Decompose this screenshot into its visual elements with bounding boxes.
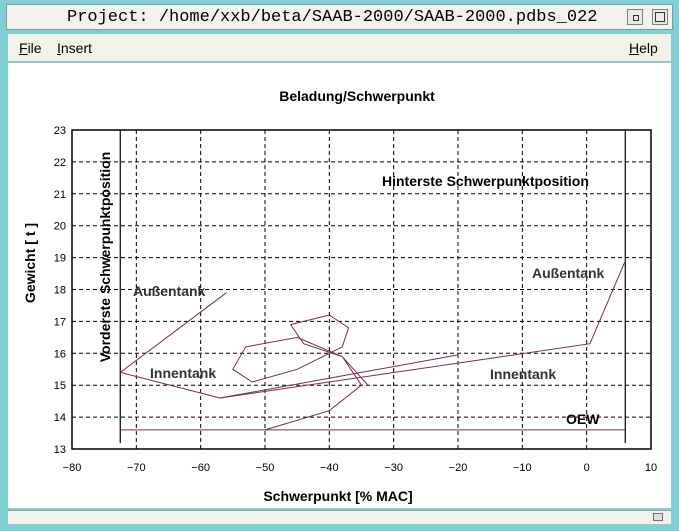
x-tick-label: −50 (256, 462, 275, 474)
x-tick-label: 10 (645, 462, 657, 474)
series-line-3 (219, 354, 459, 399)
y-tick-label: 19 (54, 253, 66, 265)
chart-panel: Beladung/Schwerpunkt −80 −70 −60 −50 −40 −30−… (8, 63, 671, 508)
window-title: Project: /home/xxb/beta/SAAB-2000/SAAB-2… (67, 8, 598, 27)
annotation-aussentank-left: Außentank (133, 283, 206, 299)
y-axis-label: Gewicht [ t ] (22, 223, 38, 303)
x-tick-label: 0 (584, 462, 590, 474)
chart-title: Beladung/Schwerpunkt (279, 88, 435, 104)
y-tick-label: 21 (54, 189, 66, 201)
series-line-4 (232, 314, 369, 431)
y-tick-label: 15 (54, 380, 66, 392)
cg-limit-lines (119, 130, 626, 443)
x-tick-label: −70 (127, 462, 146, 474)
y-tick-label: 13 (54, 444, 66, 456)
minimize-icon (633, 15, 639, 21)
resize-handle[interactable] (653, 513, 663, 521)
x-tick-label: −20 (449, 462, 468, 474)
menu-insert[interactable]: Insert (57, 40, 93, 56)
chart-series (119, 260, 626, 431)
annotation-aussentank-right: Außentank (532, 265, 605, 281)
menu-bar: File Insert Help (8, 34, 671, 62)
series-line-1 (120, 260, 626, 399)
x-tick-label: −10 (513, 462, 532, 474)
x-tick-label: −60 (191, 462, 210, 474)
minimize-button[interactable] (627, 9, 643, 25)
forward-cg-label: Vorderste Schwerpunktposition (97, 152, 113, 363)
annotation-oew: OEW (566, 411, 600, 427)
plot-frame (71, 129, 652, 450)
annotation-innentank-left: Innentank (150, 365, 216, 381)
y-tick-labels: 13 14 15 16 17 18 19 20 21 22 23 (54, 125, 66, 456)
maximize-icon (655, 12, 665, 22)
maximize-button[interactable] (652, 9, 668, 25)
title-bar[interactable]: Project: /home/xxb/beta/SAAB-2000/SAAB-2… (6, 4, 673, 30)
annotation-innentank-right: Innentank (490, 366, 556, 382)
y-tick-label: 17 (54, 316, 66, 328)
x-tick-label: −40 (320, 462, 339, 474)
y-tick-label: 16 (54, 348, 66, 360)
y-tick-label: 18 (54, 285, 66, 297)
y-tick-label: 22 (54, 157, 66, 169)
status-bar (8, 510, 671, 524)
y-tick-label: 14 (54, 412, 66, 424)
series-line-2 (119, 292, 227, 373)
x-tick-label: −30 (384, 462, 403, 474)
x-tick-labels: −80 −70 −60 −50 −40 −30 −20 −10 0 10 (63, 462, 657, 474)
menu-help[interactable]: Help (629, 40, 658, 56)
x-tick-label: −80 (63, 462, 82, 474)
x-axis-label: Schwerpunkt [% MAC] (263, 488, 412, 504)
y-tick-label: 23 (54, 125, 66, 137)
y-tick-label: 20 (54, 221, 66, 233)
menu-file[interactable]: File (19, 40, 42, 56)
chart: Beladung/Schwerpunkt −80 −70 −60 −50 −40 −30−… (22, 88, 657, 504)
aft-cg-label: Hinterste Schwerpunktposition (382, 173, 589, 189)
